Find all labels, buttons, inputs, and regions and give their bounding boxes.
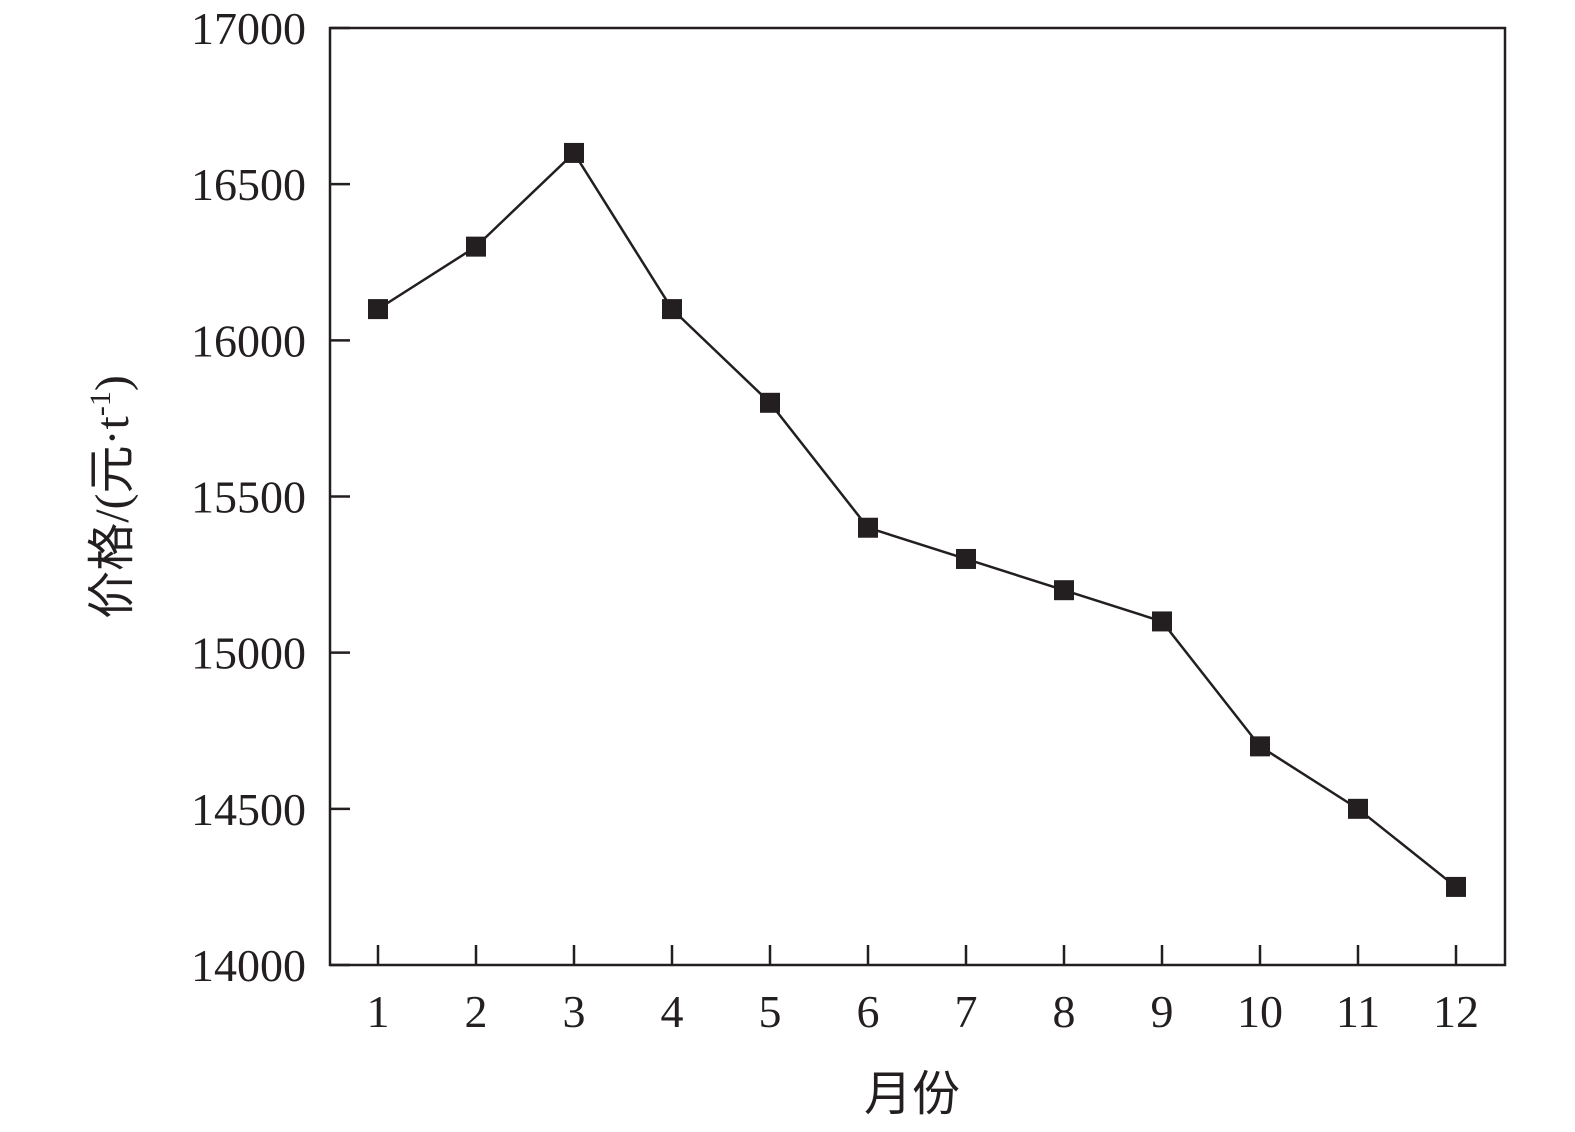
x-tick-label: 1 xyxy=(367,986,390,1037)
x-tick-label: 10 xyxy=(1237,986,1283,1037)
y-tick-label: 15000 xyxy=(191,628,306,679)
series-line xyxy=(377,150,1457,888)
data-point-month-1 xyxy=(368,299,388,320)
x-tick-label: 11 xyxy=(1336,986,1380,1037)
data-point-month-8 xyxy=(1054,580,1074,601)
y-tick-label: 16000 xyxy=(191,315,306,366)
x-axis-label: 月份 xyxy=(864,1068,960,1121)
x-tick-label: 3 xyxy=(563,986,586,1037)
data-point-month-5 xyxy=(760,392,780,413)
y-axis-label: 价格/(元·t-1) xyxy=(84,375,139,619)
data-point-month-11 xyxy=(1348,798,1368,819)
x-tick-label: 4 xyxy=(661,986,684,1037)
plot-frame xyxy=(328,26,1507,967)
y-tick-label: 15500 xyxy=(191,472,306,523)
data-point-month-12 xyxy=(1446,876,1466,897)
data-point-month-7 xyxy=(956,548,976,569)
y-tick-label: 14500 xyxy=(191,784,306,835)
y-tick-label: 14000 xyxy=(191,940,306,991)
data-point-month-6 xyxy=(858,517,878,538)
y-tick-label: 17000 xyxy=(191,3,306,54)
data-point-month-2 xyxy=(466,236,486,257)
x-tick-label: 5 xyxy=(759,986,782,1037)
x-tick-label: 9 xyxy=(1151,986,1174,1037)
x-tick-label: 2 xyxy=(465,986,488,1037)
data-point-month-10 xyxy=(1250,736,1270,757)
data-point-month-3 xyxy=(564,142,584,163)
y-tick-label: 16500 xyxy=(191,159,306,210)
data-point-month-9 xyxy=(1152,611,1172,632)
x-tick-label: 12 xyxy=(1433,986,1479,1037)
x-tick-label: 7 xyxy=(955,986,978,1037)
data-point-month-4 xyxy=(662,299,682,320)
x-tick-label: 6 xyxy=(857,986,880,1037)
x-tick-label: 8 xyxy=(1053,986,1076,1037)
